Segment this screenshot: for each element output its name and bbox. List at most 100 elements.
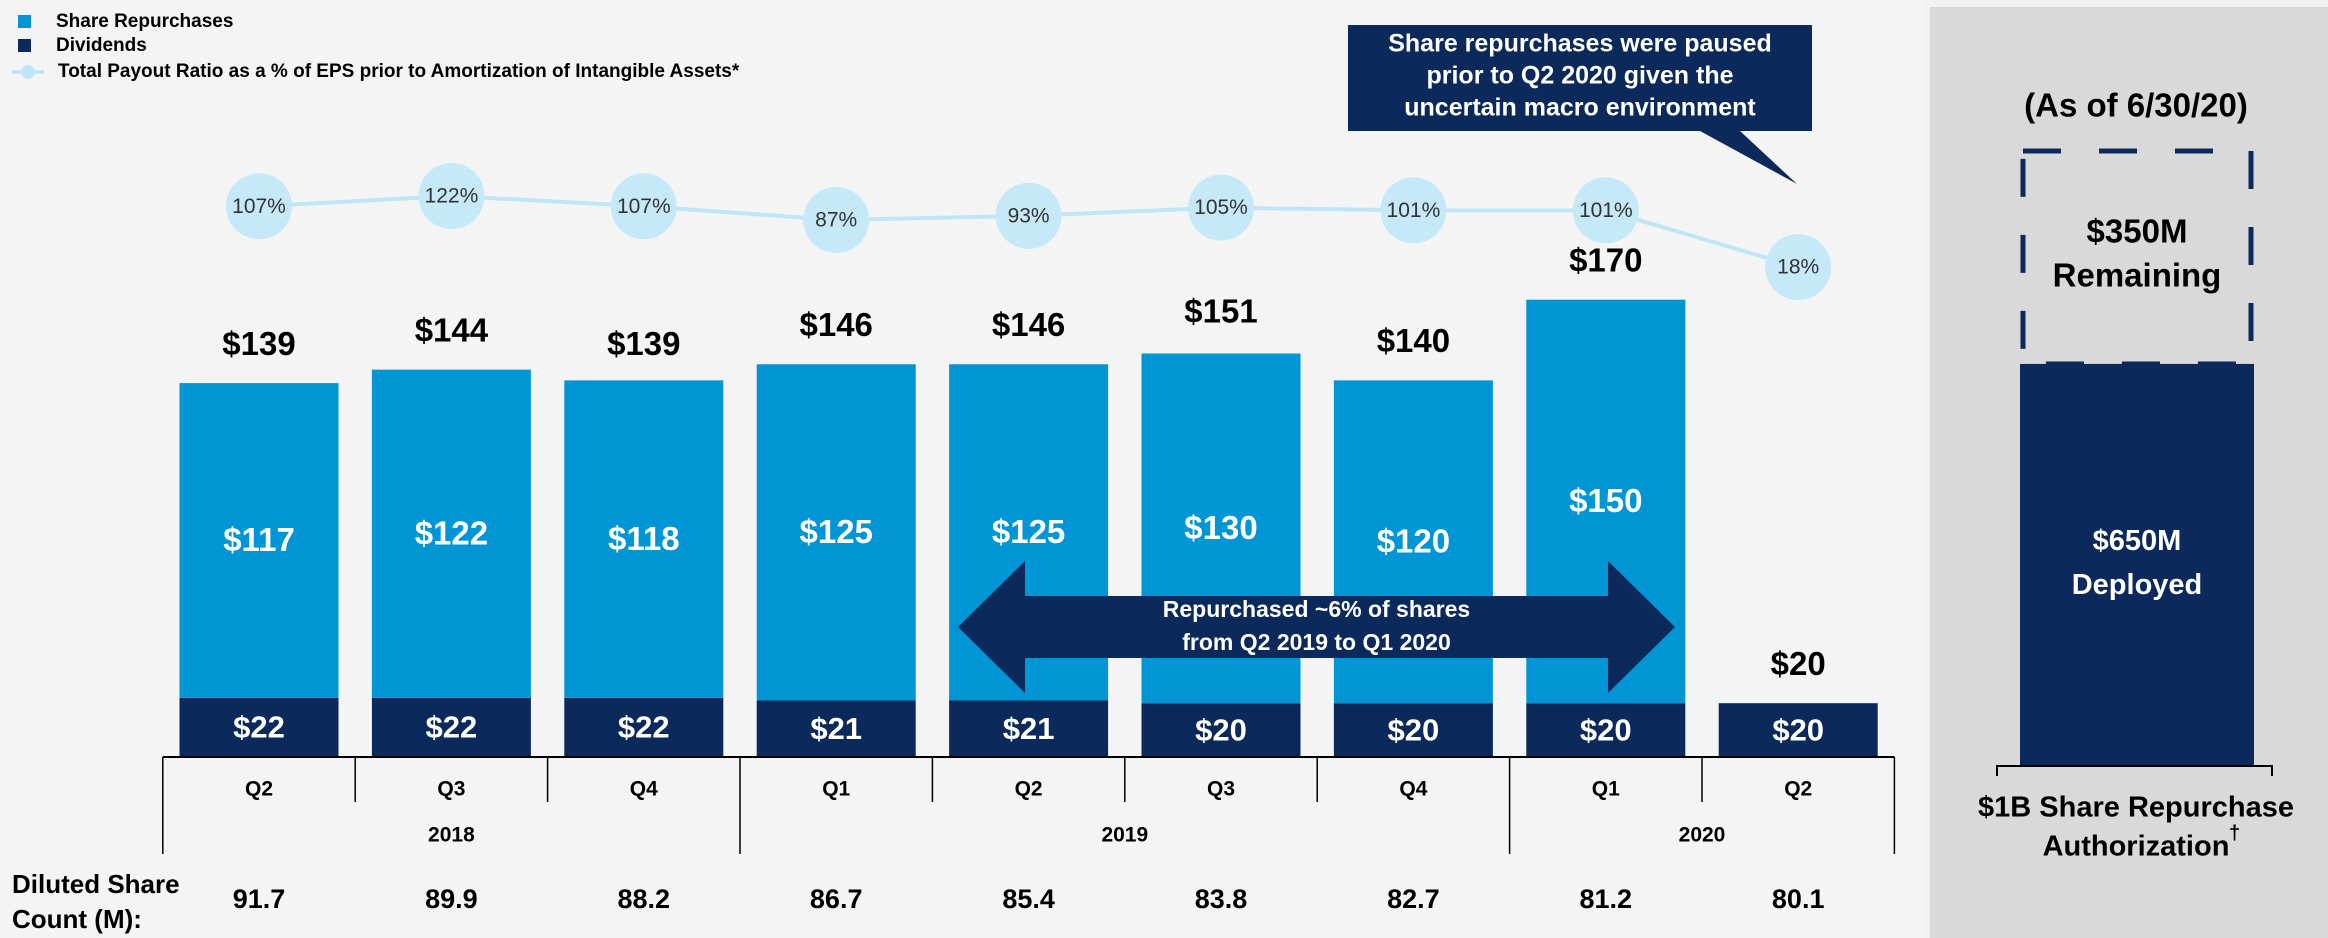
legend-swatch: [21, 65, 35, 79]
bar-value-label: $117: [223, 521, 295, 558]
total-label: $146: [992, 306, 1065, 343]
legend-label: Total Payout Ratio as a % of EPS prior t…: [58, 61, 740, 82]
x-tick-label: Q3: [1207, 778, 1235, 801]
payout-label: 122%: [425, 185, 479, 208]
bar-segment: [179, 697, 339, 757]
legend-label: Share Repurchases: [56, 11, 233, 32]
payout-marker: [803, 186, 870, 253]
payout-marker: [1572, 177, 1639, 244]
bar-value-label: $21: [1003, 711, 1055, 746]
bar-segment: [1141, 703, 1301, 757]
total-label: $20: [1771, 645, 1826, 682]
payout-marker: [1380, 177, 1447, 244]
payout-marker: [226, 173, 292, 240]
bracket: [1996, 765, 2273, 776]
bar-segment: [564, 380, 724, 698]
bar-value-label: $20: [1388, 712, 1440, 747]
legend-swatch: [18, 39, 31, 52]
bar-segment: [179, 383, 339, 698]
share-count-value: 82.7: [1387, 884, 1440, 914]
payout-label: 87%: [815, 208, 857, 231]
total-label: $151: [1184, 293, 1257, 330]
range-arrow: [958, 561, 1675, 693]
bar-segment: [371, 697, 531, 757]
share-count-value: 89.9: [425, 884, 478, 914]
share-count-heading: Diluted Share: [12, 869, 180, 899]
bar-segment: [1718, 703, 1878, 757]
payout-marker: [1188, 174, 1254, 241]
bar-value-label: $20: [1195, 712, 1247, 747]
payout-label: 101%: [1387, 199, 1441, 222]
bar-value-label: $22: [618, 710, 670, 745]
payout-label: 105%: [1194, 196, 1248, 219]
year-label: 2020: [1679, 824, 1726, 847]
share-count-value: 80.1: [1772, 884, 1825, 914]
share-count-value: 91.7: [233, 884, 286, 914]
x-tick-label: Q1: [1592, 778, 1620, 801]
authorization-name: Deployed: [2072, 569, 2203, 601]
bar-segment: [756, 700, 916, 757]
share-count-value: 85.4: [1002, 884, 1055, 914]
bar-value-label: $150: [1569, 482, 1642, 519]
bar-segment: [1526, 703, 1686, 757]
payout-label: 93%: [1008, 204, 1050, 227]
panel-caption: Authorization: [2043, 831, 2230, 863]
callout-text: Share repurchases were paused: [1388, 30, 1772, 58]
x-tick-label: Q4: [1399, 778, 1427, 801]
bar-segment: [949, 700, 1109, 757]
bar-value-label: $125: [992, 513, 1065, 550]
x-tick-label: Q1: [822, 778, 850, 801]
authorization-amount: $350M: [2087, 213, 2188, 250]
share-count-value: 83.8: [1195, 884, 1248, 914]
callout-text: uncertain macro environment: [1404, 94, 1756, 122]
bar-value-label: $20: [1772, 712, 1824, 747]
legend-swatch: [18, 15, 31, 28]
x-tick-label: Q2: [1784, 778, 1812, 801]
payout-marker: [418, 163, 485, 230]
bar-value-label: $130: [1184, 509, 1257, 546]
legend-label: Dividends: [56, 35, 147, 56]
bar-value-label: $118: [608, 520, 680, 557]
bar-value-label: $122: [415, 514, 488, 551]
bar-value-label: $125: [799, 513, 872, 550]
total-label: $139: [607, 325, 680, 362]
authorization-segment: [2020, 363, 2254, 765]
arrow-text: from Q2 2019 to Q1 2020: [1182, 629, 1450, 655]
bar-value-label: $120: [1377, 523, 1450, 560]
bar-segment: [1333, 703, 1493, 757]
payout-label: 107%: [617, 195, 671, 218]
share-count-value: 86.7: [810, 884, 863, 914]
payout-marker: [1765, 234, 1832, 301]
payout-label: 101%: [1579, 199, 1633, 222]
callout-text: prior to Q2 2020 given the: [1426, 62, 1733, 90]
total-label: $146: [799, 306, 872, 343]
total-label: $170: [1569, 241, 1642, 278]
payout-marker: [995, 182, 1062, 249]
share-count-heading: Count (M):: [12, 904, 142, 934]
total-label: $144: [415, 311, 489, 348]
x-tick-label: Q3: [437, 778, 465, 801]
authorization-segment: [2020, 148, 2254, 367]
x-tick-label: Q4: [630, 778, 658, 801]
panel-caption: $1B Share Repurchase: [1978, 792, 2294, 824]
year-label: 2019: [1101, 824, 1148, 847]
share-count-value: 88.2: [618, 884, 671, 914]
payout-marker: [610, 173, 677, 240]
authorization-amount: $650M: [2093, 525, 2182, 557]
bar-value-label: $20: [1580, 712, 1632, 747]
x-tick-label: Q2: [1015, 778, 1043, 801]
bar-segment: [756, 364, 916, 701]
payout-label: 18%: [1777, 256, 1819, 279]
panel-title: (As of 6/30/20): [2024, 87, 2248, 124]
bar-value-label: $22: [426, 710, 478, 745]
callout-box: [1348, 25, 1812, 184]
x-tick-label: Q2: [245, 778, 273, 801]
total-label: $140: [1377, 322, 1450, 359]
payout-label: 107%: [232, 195, 286, 218]
bar-value-label: $21: [810, 711, 862, 746]
year-label: 2018: [428, 824, 475, 847]
bar-segment: [564, 697, 724, 757]
arrow-text: Repurchased ~6% of shares: [1163, 596, 1470, 622]
